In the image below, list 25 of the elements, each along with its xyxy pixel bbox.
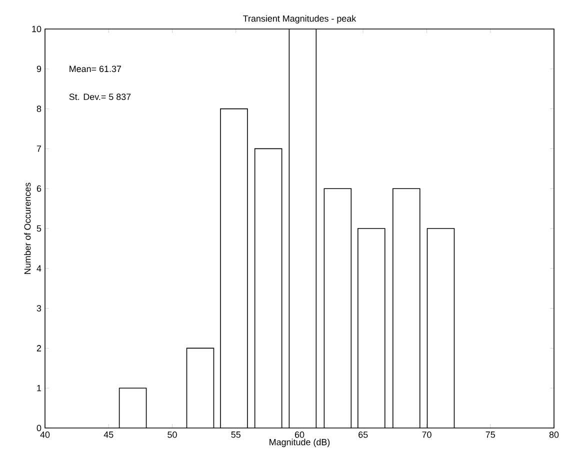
y-tick-label: 10 [32, 26, 42, 32]
x-tick-label: 80 [549, 432, 559, 438]
x-tick-label: 60 [294, 432, 304, 438]
y-tick-label: 5 [36, 225, 42, 232]
y-tick-label: 1 [37, 385, 42, 392]
x-tick-label: 40 [40, 432, 50, 438]
x-tick-label: 70 [422, 432, 432, 438]
y-tick-label: 0 [36, 424, 42, 432]
x-tick-label: 45 [104, 432, 114, 438]
y-tick-label: 2 [36, 345, 42, 352]
y-tick-label: 4 [36, 265, 42, 272]
x-tick-label: 75 [486, 432, 495, 438]
x-tick-label: 65 [358, 432, 368, 438]
x-tick-label: 55 [231, 432, 240, 438]
y-tick-label: 3 [36, 305, 42, 312]
y-tick-label: 9 [36, 66, 42, 72]
x-tick-label: 50 [168, 432, 177, 438]
annotation: Mean= 61.37 [70, 66, 122, 72]
y-axis-title: Number of Occurences [24, 182, 31, 274]
annotation: St. Dev.= 5 837 [69, 94, 131, 100]
y-tick-label: 7 [36, 146, 42, 152]
y-tick-label: 8 [36, 106, 42, 112]
y-tick-label: 6 [36, 185, 42, 192]
chart-title: Transient Magnitudes - peak [243, 15, 356, 24]
x-axis-title: Magnitude (dB) [270, 438, 330, 448]
